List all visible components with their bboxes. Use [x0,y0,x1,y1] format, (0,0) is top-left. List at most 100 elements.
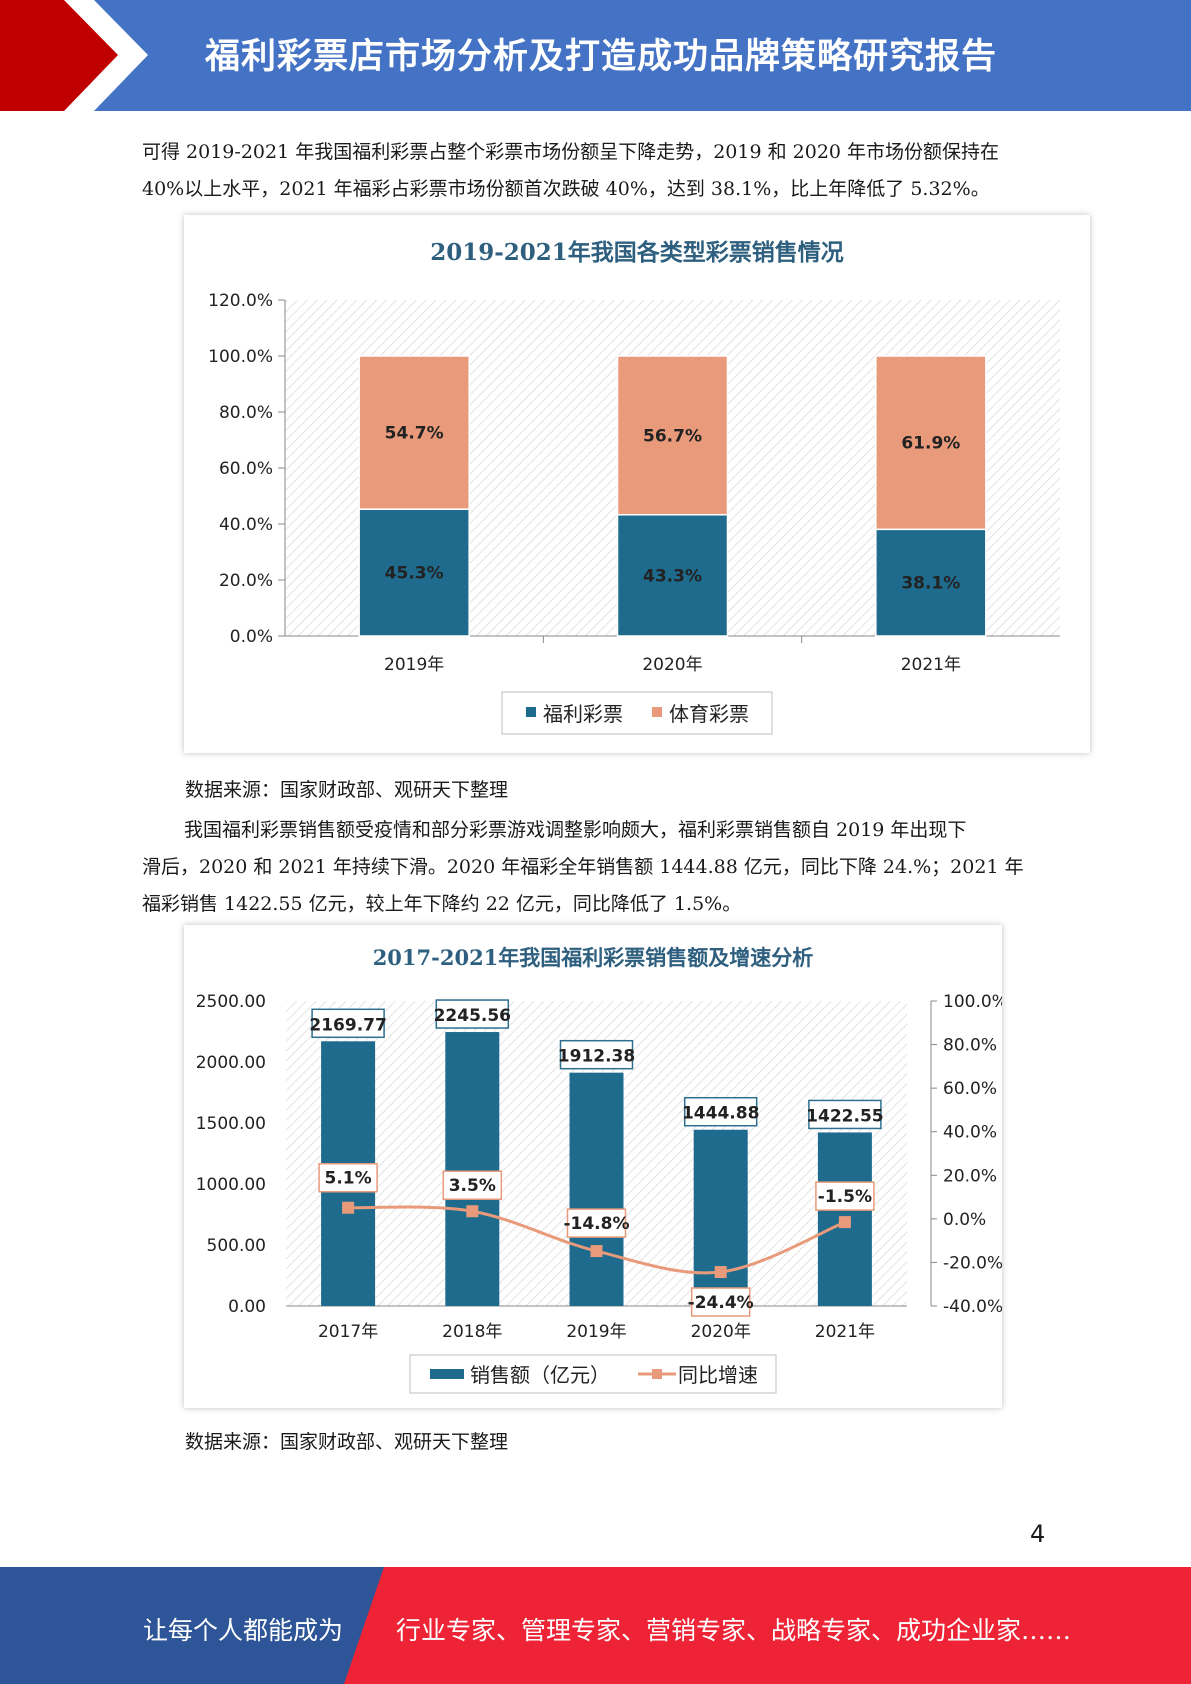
growth-label: -24.4% [688,1293,754,1313]
bar-label-box [808,1099,882,1130]
y-right-tick-label: 40.0% [943,1123,997,1143]
footer-slogan-right: 行业专家、管理专家、营销专家、战略专家、成功企业家…… [396,1616,1072,1645]
chart-title: 2017-2021年我国福利彩票销售额及增速分析 [373,945,814,970]
growth-label-box [566,1208,627,1238]
sales-bar [569,1072,624,1306]
y-left-tick-label: 500.00 [207,1236,266,1256]
bar-label: 2245.56 [434,1006,511,1026]
sales-growth-chart-svg: 2017-2021年我国福利彩票销售额及增速分析 0.00 500.00 1000.0… [196,945,1002,1394]
sales-paragraph: 我国福利彩票销售额受疫情和部分彩票游戏调整影响颇大，福利彩票销售额自 2019 … [142,812,1047,923]
growth-label-box [690,1287,751,1317]
data-label: 45.3% [385,564,444,584]
x-tick-label: 2017年 [318,1322,378,1342]
y-tick-label: 80.0% [219,403,273,423]
legend-box [501,691,773,735]
intro-paragraph: 可得 2019-2021 年我国福利彩票占整个彩票市场份额呈下降走势，2019 … [142,134,1047,208]
y-tick-label: 60.0% [219,459,273,479]
sales-bar [445,1032,500,1306]
welfare-lottery-bar [616,514,729,637]
header-arrow-decoration [0,0,148,111]
bar-label: 1444.88 [682,1104,759,1124]
growth-label: -1.5% [818,1187,872,1207]
bar-label-box [683,1096,758,1127]
paragraph-line: 40%以上水平，2021 年福彩占彩票市场份额首次跌破 40%，达到 38.1%… [142,178,990,200]
legend-box [409,1354,777,1394]
paragraph-line: 滑后，2020 和 2021 年持续下滑。2020 年福彩全年销售额 1444.… [142,856,1024,878]
x-tick-label: 2020年 [691,1322,751,1342]
bar-label: 1912.38 [558,1047,635,1067]
data-label: 38.1% [901,574,960,594]
y-right-tick-label: -40.0% [943,1297,1002,1317]
y-left-tick-label: 2500.00 [196,992,266,1012]
growth-point [714,1266,727,1279]
y-tick-label: 0.0% [230,627,273,647]
y-right-tick-label: 0.0% [943,1210,986,1230]
bar-label-box [559,1039,634,1070]
legend-label: 同比增速 [678,1363,758,1387]
data-label: 56.7% [643,426,702,446]
y-left-tick-label: 2000.00 [196,1053,266,1073]
data-label: 54.7% [385,424,444,444]
y-right-tick-label: 60.0% [943,1079,997,1099]
x-tick-label: 2018年 [442,1322,502,1342]
y-tick-label: 20.0% [219,571,273,591]
y-left-tick-label: 0.00 [228,1297,266,1317]
page-header: 福利彩票店市场分析及打造成功品牌策略研究报告 [0,0,1191,111]
chart-title: 2019-2021年我国各类型彩票销售情况 [430,239,844,266]
y-right-tick-label: 80.0% [943,1036,997,1056]
page-footer: 让每个人都能成为 行业专家、管理专家、营销专家、战略专家、成功企业家…… [0,1567,1191,1684]
page-number: 4 [1030,1520,1046,1548]
growth-point [466,1205,479,1218]
sales-bar [693,1129,748,1306]
paragraph-line: 可得 2019-2021 年我国福利彩票占整个彩票市场份额呈下降走势，2019 … [142,141,1000,163]
x-tick-label: 2021年 [815,1322,875,1342]
x-tick-label: 2021年 [901,655,961,675]
x-tick-label: 2019年 [566,1322,626,1342]
legend-marker-swatch [652,1369,662,1379]
footer-background [0,1567,1191,1684]
y-right-tick-label: 20.0% [943,1166,997,1186]
legend-label: 福利彩票 [543,702,623,726]
growth-label: 3.5% [449,1176,496,1196]
bar-label: 2169.77 [309,1015,386,1035]
paragraph-line: 福彩销售 1422.55 亿元，较上年下降约 22 亿元，同比降低了 1.5%。 [142,893,742,915]
growth-label-box [815,1181,875,1211]
y-left-tick-label: 1500.00 [196,1114,266,1134]
y-tick-label: 120.0% [208,291,273,311]
lottery-share-chart: 2019-2021年我国各类型彩票销售情况 0.0% 20.0% 40.0% 60.0%… [184,215,1090,753]
y-right-tick-label: -20.0% [943,1253,1002,1273]
growth-point [838,1216,851,1229]
data-source-note: 数据来源：国家财政部、观研天下整理 [185,779,509,801]
x-tick-label: 2020年 [642,655,702,675]
welfare-lottery-bar [875,528,987,637]
welfare-lottery-bar [358,508,470,637]
x-tick-label: 2019年 [384,655,444,675]
sales-growth-chart: 2017-2021年我国福利彩票销售额及增速分析 0.00 500.00 1000.0… [184,925,1002,1408]
growth-point [590,1245,603,1258]
footer-slogan-left: 让每个人都能成为 [143,1616,344,1645]
data-label: 61.9% [901,434,960,454]
legend-swatch [430,1369,464,1379]
sports-lottery-bar [616,355,729,516]
growth-label-box [442,1170,503,1200]
paragraph-line: 我国福利彩票销售额受疫情和部分彩票游戏调整影响颇大，福利彩票销售额自 2019 … [184,819,967,841]
legend-label: 体育彩票 [669,702,749,726]
sports-lottery-bar [358,355,470,510]
legend-swatch [526,707,536,717]
y-right-tick-label: 100.0% [943,992,1002,1012]
lottery-share-chart-svg: 2019-2021年我国各类型彩票销售情况 0.0% 20.0% 40.0% 60.0%… [208,239,1060,735]
y-tick-label: 100.0% [208,347,273,367]
y-tick-label: 40.0% [219,515,273,535]
legend-label: 销售额（亿元） [470,1363,610,1387]
growth-point [342,1201,355,1214]
growth-label: 5.1% [325,1169,372,1189]
legend-swatch [652,707,662,717]
y-left-tick-label: 1000.00 [196,1175,266,1195]
bar-label-box [311,1008,385,1039]
bar-label: 1422.55 [806,1106,883,1126]
page-title: 福利彩票店市场分析及打造成功品牌策略研究报告 [205,37,998,77]
growth-label-box [318,1162,378,1193]
bar-label-box [435,999,510,1029]
data-source-note: 数据来源：国家财政部、观研天下整理 [185,1431,509,1453]
growth-label: -14.8% [563,1214,629,1234]
